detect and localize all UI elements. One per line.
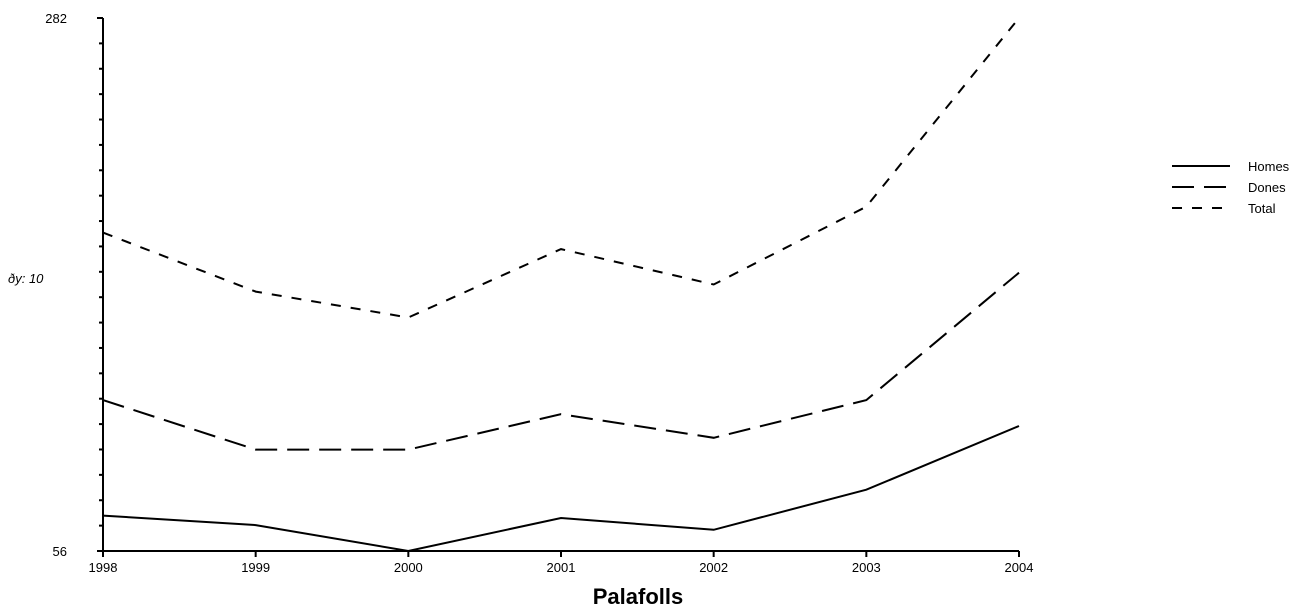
series-line-homes xyxy=(102,425,1020,553)
x-tick-label: 2000 xyxy=(394,560,423,575)
legend-label-dones: Dones xyxy=(1248,180,1286,195)
y-axis-label: ðy: 10 xyxy=(8,271,44,286)
axes xyxy=(97,17,1020,557)
y-tick-label: 282 xyxy=(45,11,67,26)
x-tick-label: 2004 xyxy=(1005,560,1034,575)
series-lines xyxy=(102,17,1020,553)
series-line-total xyxy=(102,17,1020,319)
y-tick-labels: 282 56 xyxy=(45,11,67,559)
chart-title: Palafolls xyxy=(593,584,683,608)
x-tick-label: 2002 xyxy=(699,560,728,575)
y-tick-label: 56 xyxy=(53,544,67,559)
legend-label-total: Total xyxy=(1248,201,1276,216)
y-minor-ticks xyxy=(97,17,103,552)
legend-label-homes: Homes xyxy=(1248,159,1290,174)
series-line-dones xyxy=(102,271,1020,451)
x-tick-label: 2003 xyxy=(852,560,881,575)
x-tick-label: 1999 xyxy=(241,560,270,575)
x-tick-labels: 1998 1999 2000 2001 2002 2003 2004 xyxy=(89,560,1034,575)
legend: Homes Dones Total xyxy=(1172,159,1290,216)
x-tick-label: 2001 xyxy=(547,560,576,575)
x-tick-label: 1998 xyxy=(89,560,118,575)
